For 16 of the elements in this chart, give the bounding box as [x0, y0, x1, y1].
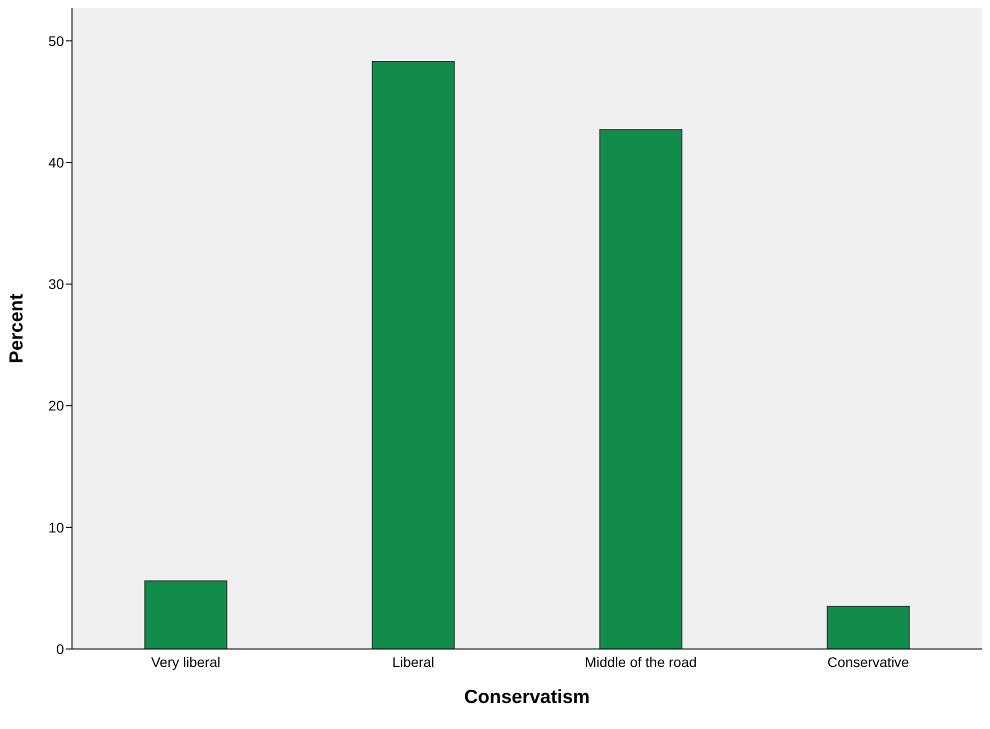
- y-tick-label: 10: [48, 519, 64, 536]
- bar: [372, 61, 455, 649]
- x-tick-label: Liberal: [392, 654, 434, 670]
- bar: [599, 129, 682, 649]
- x-tick-label: Conservative: [827, 654, 910, 670]
- y-tick-label: 20: [48, 398, 64, 414]
- x-tick-label: Middle of the road: [584, 654, 697, 670]
- y-tick-label: 40: [48, 154, 64, 170]
- y-tick-label: 0: [56, 640, 64, 657]
- x-axis-title: Conservatism: [464, 687, 590, 708]
- x-tick-label: Very liberal: [151, 654, 220, 670]
- y-tick-label: 50: [48, 32, 64, 49]
- y-axis-title: Percent: [6, 292, 28, 364]
- y-tick-label: 30: [48, 276, 64, 292]
- bar: [144, 580, 228, 649]
- bar: [826, 606, 910, 649]
